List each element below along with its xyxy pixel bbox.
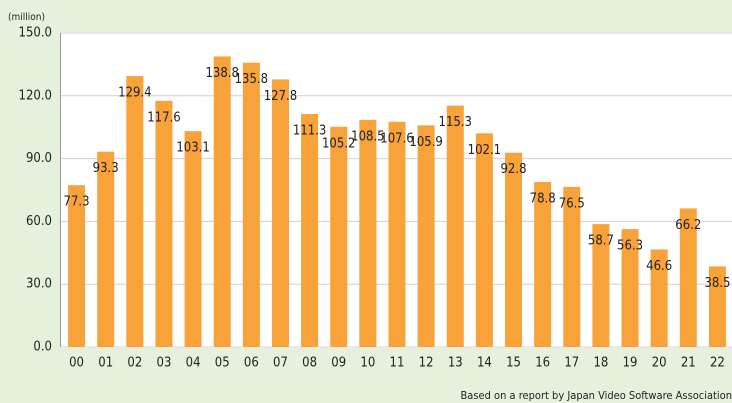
bar xyxy=(417,125,435,347)
bar xyxy=(388,121,406,348)
data-label: 129.4 xyxy=(118,86,151,101)
unit-label: (million) xyxy=(8,12,45,23)
x-tick-label: 22 xyxy=(710,356,725,371)
y-tick-label: 150.0 xyxy=(19,26,52,41)
y-tick-label: 60.0 xyxy=(26,214,52,229)
data-label: 127.8 xyxy=(264,89,297,104)
x-tick-label: 11 xyxy=(390,356,405,371)
data-label: 135.8 xyxy=(235,72,268,87)
data-label: 92.8 xyxy=(500,162,526,177)
data-label: 77.3 xyxy=(64,195,90,210)
y-tick-label: 0.0 xyxy=(33,340,52,355)
data-label: 102.1 xyxy=(468,143,501,158)
x-tick-label: 10 xyxy=(360,356,375,371)
data-label: 103.1 xyxy=(176,141,209,156)
bar xyxy=(446,105,464,347)
bar xyxy=(301,114,319,348)
x-tick-label: 21 xyxy=(681,356,696,371)
data-label: 111.3 xyxy=(293,124,326,139)
bar xyxy=(475,133,493,347)
x-tick-label: 14 xyxy=(477,356,492,371)
bar xyxy=(679,208,697,347)
x-tick-label: 09 xyxy=(331,356,346,371)
x-tick-label: 20 xyxy=(652,356,667,371)
x-tick-label: 13 xyxy=(448,356,463,371)
x-tick-label: 04 xyxy=(186,356,201,371)
bar xyxy=(242,62,260,347)
bar xyxy=(68,185,86,347)
data-label: 76.5 xyxy=(559,196,585,211)
x-tick-label: 06 xyxy=(244,356,259,371)
bar xyxy=(621,229,639,347)
data-label: 93.3 xyxy=(93,161,119,176)
data-label: 46.6 xyxy=(646,259,672,274)
x-tick-label: 19 xyxy=(623,356,638,371)
x-tick-label: 12 xyxy=(419,356,434,371)
data-label: 38.5 xyxy=(704,276,730,291)
x-tick-label: 17 xyxy=(564,356,579,371)
bar xyxy=(650,249,668,347)
y-tick-label: 90.0 xyxy=(26,151,52,166)
x-tick-label: 01 xyxy=(98,356,113,371)
bar xyxy=(563,186,581,347)
data-label: 58.7 xyxy=(588,234,614,249)
data-label: 117.6 xyxy=(147,110,180,125)
x-tick-label: 02 xyxy=(127,356,142,371)
data-label: 105.9 xyxy=(409,135,442,150)
x-tick-label: 15 xyxy=(506,356,521,371)
bar xyxy=(708,266,726,347)
bar xyxy=(213,56,231,347)
data-label: 78.8 xyxy=(530,192,556,207)
data-label: 107.6 xyxy=(380,131,413,146)
bar xyxy=(534,182,552,347)
bar xyxy=(126,76,144,347)
bar xyxy=(359,119,377,347)
data-label: 108.5 xyxy=(351,129,384,144)
x-tick-label: 16 xyxy=(535,356,550,371)
source-note: Based on a report by Japan Video Softwar… xyxy=(461,389,732,402)
bar xyxy=(271,79,289,348)
x-tick-label: 07 xyxy=(273,356,288,371)
data-label: 115.3 xyxy=(439,115,472,130)
bar xyxy=(592,224,610,347)
x-tick-label: 08 xyxy=(302,356,317,371)
bar xyxy=(97,151,115,347)
data-label: 138.8 xyxy=(205,66,238,81)
data-label: 56.3 xyxy=(617,239,643,254)
y-tick-label: 120.0 xyxy=(19,88,52,103)
bar xyxy=(505,152,523,347)
bar xyxy=(330,126,348,347)
y-tick-label: 30.0 xyxy=(26,277,52,292)
x-tick-label: 05 xyxy=(215,356,230,371)
data-label: 105.2 xyxy=(322,136,355,151)
x-tick-label: 00 xyxy=(69,356,84,371)
bar xyxy=(155,100,173,347)
x-tick-label: 03 xyxy=(157,356,172,371)
data-label: 66.2 xyxy=(675,218,701,233)
bar xyxy=(184,131,202,347)
x-tick-label: 18 xyxy=(593,356,608,371)
